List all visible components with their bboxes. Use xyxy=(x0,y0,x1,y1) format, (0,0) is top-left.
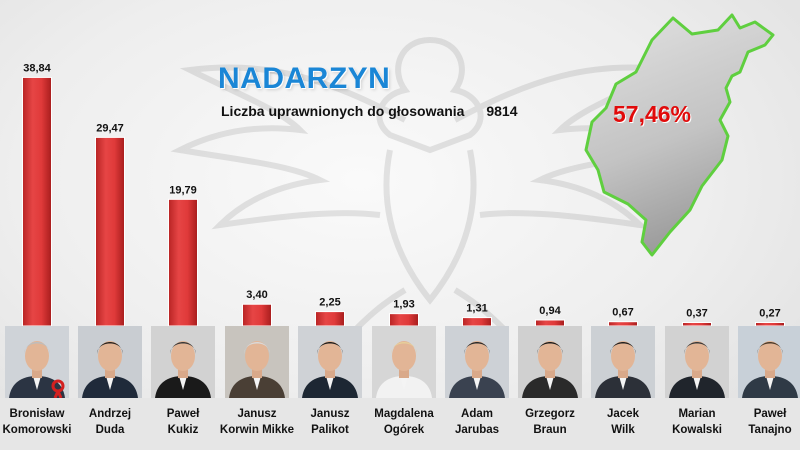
candidate-first-name: Andrzej xyxy=(88,408,132,420)
candidate-last-name: Komorowski xyxy=(2,424,72,436)
candidate-name: Marian Kowalski xyxy=(659,406,735,438)
candidate-name: Bronisław Komorowski xyxy=(0,406,75,438)
municipality-shape xyxy=(584,13,775,257)
candidate-name: Jacek Wilk xyxy=(585,406,661,438)
bar-value-label: 0,27 xyxy=(759,308,780,320)
candidate-photo xyxy=(372,326,436,398)
candidate-photo xyxy=(738,326,800,398)
candidate-last-name: Duda xyxy=(95,424,125,436)
candidate-photo xyxy=(78,326,142,398)
bar-1 xyxy=(22,76,52,327)
bar-6 xyxy=(389,313,419,327)
eligible-voters-label: Liczba uprawnionych do głosowania xyxy=(221,103,465,119)
candidate-first-name: Paweł xyxy=(166,408,200,420)
candidate-first-name: Jacek xyxy=(607,408,639,420)
candidate-first-name: Paweł xyxy=(753,408,787,420)
candidate-name: Adam Jarubas xyxy=(439,406,515,438)
candidate-photo xyxy=(665,326,729,398)
candidate-first-name: Magdalena xyxy=(374,408,434,420)
candidate-photo xyxy=(298,326,362,398)
bar-value-label: 2,25 xyxy=(319,297,340,309)
candidate-name-band xyxy=(0,398,800,450)
candidate-photo xyxy=(151,326,215,398)
bar-5 xyxy=(315,311,345,327)
bar-value-label: 38,84 xyxy=(23,62,51,74)
bar-4 xyxy=(242,303,272,327)
candidate-last-name: Ogórek xyxy=(383,424,425,436)
candidate-first-name: Grzegorz xyxy=(525,408,575,420)
bar-2 xyxy=(95,136,125,327)
candidate-photo xyxy=(591,326,655,398)
candidate-last-name: Jarubas xyxy=(454,424,500,436)
candidate-name: Grzegorz Braun xyxy=(512,406,588,438)
candidate-last-name: Kowalski xyxy=(672,424,722,436)
candidate-last-name: Palikot xyxy=(311,424,349,436)
bar-value-label: 0,37 xyxy=(686,308,707,320)
candidate-name: Andrzej Duda xyxy=(72,406,148,438)
candidate-last-name: Kukiz xyxy=(167,424,199,436)
candidate-photo xyxy=(445,326,509,398)
candidate-last-name: Wilk xyxy=(611,424,635,436)
candidate-last-name: Braun xyxy=(533,424,567,436)
candidate-last-name: Korwin Mikke xyxy=(219,424,295,436)
candidate-name: Paweł Tanajno xyxy=(732,406,800,438)
candidate-first-name: Bronisław xyxy=(9,408,65,420)
turnout-percentage: 57,46% xyxy=(613,101,692,127)
candidate-first-name: Marian xyxy=(678,408,716,420)
bar-value-label: 29,47 xyxy=(96,122,124,134)
bar-value-label: 0,94 xyxy=(539,305,561,317)
municipality-map xyxy=(580,10,795,260)
bar-value-label: 3,40 xyxy=(246,289,267,301)
municipality-title: NADARZYN xyxy=(218,62,391,95)
candidate-name: Magdalena Ogórek xyxy=(366,406,442,438)
candidate-name: Paweł Kukiz xyxy=(145,406,221,438)
bar-value-label: 0,67 xyxy=(612,307,633,319)
bar-value-label: 1,31 xyxy=(466,303,487,315)
candidate-photo xyxy=(225,326,289,398)
eligible-voters-line: Liczba uprawnionych do głosowania 9814 xyxy=(221,103,518,119)
candidate-first-name: Janusz xyxy=(237,408,277,420)
candidate-last-name: Tanajno xyxy=(748,424,792,436)
eligible-voters-value: 9814 xyxy=(486,103,518,119)
bar-value-label: 19,79 xyxy=(169,184,197,196)
candidate-photo xyxy=(518,326,582,398)
candidate-first-name: Janusz xyxy=(310,408,350,420)
bar-3 xyxy=(168,198,198,327)
bar-value-label: 1,93 xyxy=(393,299,414,311)
candidate-name: Janusz Korwin Mikke xyxy=(219,406,295,438)
candidate-name: Janusz Palikot xyxy=(292,406,368,438)
candidate-first-name: Adam xyxy=(461,408,493,420)
bar-7 xyxy=(462,317,492,327)
candidate-photo xyxy=(5,326,69,398)
